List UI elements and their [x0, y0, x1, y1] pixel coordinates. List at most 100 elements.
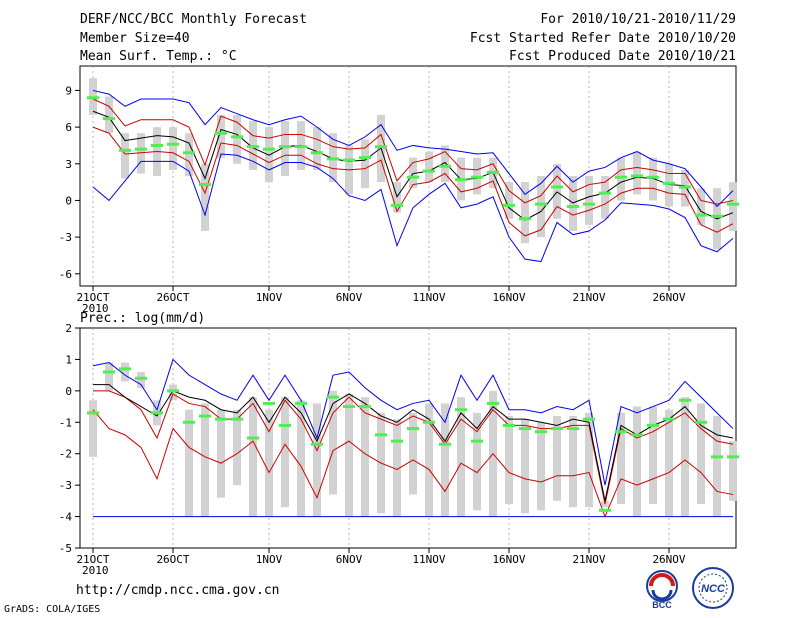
- prec-xtick-label: 21OCT: [76, 553, 109, 566]
- temp-median-bar: [103, 117, 115, 121]
- temp-median-bar: [439, 164, 451, 168]
- prec-median-bar: [535, 430, 547, 434]
- temp-box: [521, 182, 529, 244]
- ncc-logo: NCC: [692, 567, 734, 609]
- prec-median-bar: [423, 420, 435, 424]
- prec-box: [441, 403, 449, 517]
- temp-median-bar: [503, 203, 515, 207]
- temp-median-bar: [295, 145, 307, 149]
- temp-box: [185, 133, 193, 176]
- prec-box: [137, 372, 145, 388]
- temp-box: [537, 176, 545, 238]
- temperature-variable-label: Mean Surf. Temp.: °C: [80, 49, 237, 64]
- temp-median-bar: [215, 131, 227, 135]
- temp-box: [201, 163, 209, 231]
- temp-xtick-label: 26OCT: [156, 291, 189, 304]
- prec-xtick-label: 26NOV: [652, 553, 685, 566]
- temp-median-bar: [567, 205, 579, 209]
- prec-median-bar: [679, 398, 691, 402]
- forecast-produced-date: Fcst Produced Date 2010/10/21: [509, 49, 736, 64]
- prec-median-bar: [567, 427, 579, 431]
- temp-box: [361, 139, 369, 189]
- temp-box: [137, 133, 145, 174]
- prec-box: [393, 419, 401, 517]
- temp-median-bar: [183, 151, 195, 155]
- prec-median-bar: [455, 408, 467, 412]
- prec-median-bar: [375, 433, 387, 437]
- temp-median-bar: [583, 202, 595, 206]
- precip-variable-label: Prec.: log(mm/d): [80, 311, 205, 326]
- temp-box: [425, 151, 433, 183]
- prec-median-bar: [231, 417, 243, 421]
- temp-median-bar: [375, 145, 387, 149]
- temp-median-bar: [727, 202, 739, 206]
- prec-median-bar: [311, 442, 323, 446]
- temp-box: [121, 133, 129, 179]
- temp-box: [697, 188, 705, 225]
- prec-median-bar: [599, 508, 611, 512]
- temp-envelope-low-line: [92, 153, 734, 263]
- temp-ytick-label: -3: [59, 231, 72, 244]
- prec-box: [729, 441, 737, 501]
- prec-xtick-label: 11NOV: [412, 553, 445, 566]
- prec-box: [697, 403, 705, 504]
- prec-box: [265, 409, 273, 517]
- prec-box: [233, 409, 241, 486]
- temp-median-bar: [279, 145, 291, 149]
- temp-box: [585, 176, 593, 225]
- temp-box: [105, 96, 113, 134]
- forecast-period: For 2010/10/21-2010/11/29: [540, 12, 736, 27]
- temp-median-bar: [343, 158, 355, 162]
- temp-ytick-label: -6: [59, 268, 72, 281]
- temp-xtick-label: 1NOV: [256, 291, 283, 304]
- temp-box: [169, 127, 177, 170]
- temp-median-bar: [151, 143, 163, 147]
- prec-box: [313, 403, 321, 517]
- member-size: Member Size=40: [80, 31, 190, 46]
- prec-box: [169, 384, 177, 401]
- prec-median-bar: [631, 433, 643, 437]
- prec-median-bar: [359, 405, 371, 409]
- prec-median-bar: [135, 376, 147, 380]
- prec-box: [665, 409, 673, 517]
- temp-median-bar: [359, 156, 371, 160]
- prec-median-bar: [407, 427, 419, 431]
- prec-box: [217, 409, 225, 498]
- temp-spread-low-line: [92, 126, 734, 237]
- source-url[interactable]: http://cmdp.ncc.cma.gov.cn: [76, 583, 280, 598]
- prec-median-bar: [167, 389, 179, 393]
- prec-median-bar: [343, 405, 355, 409]
- prec-median-bar: [663, 417, 675, 421]
- prec-median-bar: [711, 455, 723, 459]
- prec-box: [105, 362, 113, 391]
- temp-median-bar: [679, 185, 691, 189]
- prec-box: [409, 412, 417, 495]
- prec-ytick-label: -1: [59, 416, 72, 429]
- prec-median-bar: [279, 423, 291, 427]
- prec-median-bar: [295, 401, 307, 405]
- temp-box: [233, 114, 241, 164]
- prec-median-bar: [551, 427, 563, 431]
- temp-box: [569, 176, 577, 231]
- prec-box: [457, 397, 465, 517]
- temp-box: [313, 127, 321, 170]
- temp-box: [729, 182, 737, 231]
- temp-box: [553, 163, 561, 219]
- temp-median-bar: [631, 174, 643, 178]
- prec-box: [521, 419, 529, 514]
- temp-xtick-label: 21NOV: [572, 291, 605, 304]
- temp-median-bar: [551, 185, 563, 189]
- temp-median-bar: [167, 142, 179, 146]
- prec-median-bar: [615, 430, 627, 434]
- temp-median-bar: [247, 145, 259, 149]
- prec-xtick-label: 26OCT: [156, 553, 189, 566]
- prec-box: [585, 412, 593, 508]
- temp-median-bar: [615, 175, 627, 179]
- prec-median-bar: [199, 414, 211, 418]
- prec-xtick-label: 21NOV: [572, 553, 605, 566]
- temp-median-bar: [647, 175, 659, 179]
- temp-median-bar: [487, 170, 499, 174]
- prec-median-bar: [263, 401, 275, 405]
- temp-ytick-label: 0: [65, 194, 72, 207]
